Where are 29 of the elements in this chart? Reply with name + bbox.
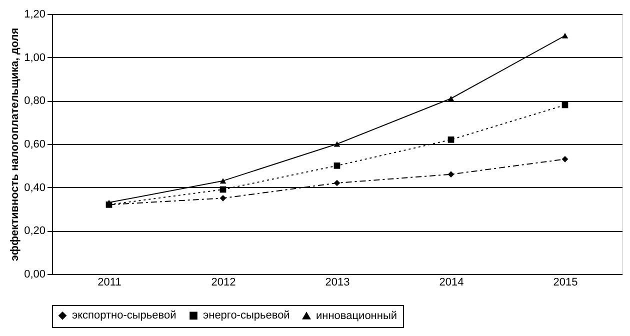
point	[562, 32, 568, 38]
point	[220, 186, 226, 193]
point	[334, 141, 340, 147]
point	[448, 96, 454, 102]
x-tick-label: 2011	[98, 276, 122, 288]
y-axis-title: эффективность налогоплательщика, доля	[9, 28, 22, 262]
y-tick-label: 0,20	[24, 225, 46, 238]
y-tick-label: 0,80	[24, 95, 46, 108]
y-tick-label: 0,00	[24, 268, 46, 280]
x-tick-label: 2015	[553, 276, 578, 288]
y-tick-label: 1,00	[24, 52, 46, 64]
point	[334, 180, 340, 186]
point	[106, 200, 112, 206]
legend-label: энерго-сырьевой	[203, 310, 290, 322]
point	[334, 162, 340, 169]
point	[562, 156, 568, 162]
x-tick-label: 2013	[325, 276, 350, 288]
x-tick-label: 2012	[211, 276, 236, 288]
point	[220, 178, 226, 184]
legend-label: инновационный	[316, 310, 398, 322]
legend-label: экспортно-сырьевой	[72, 310, 176, 322]
y-tick-label: 0,60	[24, 138, 46, 150]
point	[220, 195, 226, 202]
point	[562, 102, 568, 108]
y-tick-label: 1,20	[24, 8, 46, 20]
point	[448, 171, 454, 178]
point	[448, 136, 454, 143]
x-tick-label: 2014	[439, 276, 464, 288]
y-tick-label: 0,40	[24, 182, 46, 194]
